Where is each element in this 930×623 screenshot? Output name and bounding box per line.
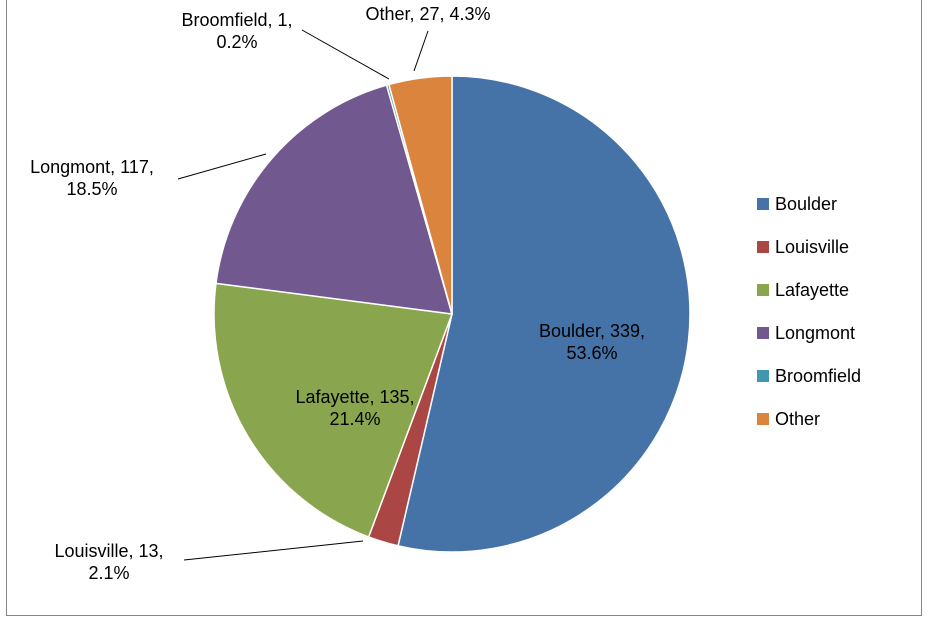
data-label-longmont: Longmont, 117, 18.5% bbox=[30, 157, 154, 199]
data-label-lafayette: Lafayette, 135, 21.4% bbox=[295, 387, 414, 429]
leader-line-longmont bbox=[177, 153, 267, 180]
legend-label-other: Other bbox=[775, 409, 820, 429]
legend-label-longmont: Longmont bbox=[775, 323, 855, 343]
pie-slice-other bbox=[387, 75, 453, 315]
leader-line-louisville bbox=[183, 540, 364, 561]
legend-label-boulder: Boulder bbox=[775, 194, 837, 214]
legend-label-lafayette: Lafayette bbox=[775, 280, 849, 300]
legend-label-broomfield: Broomfield bbox=[775, 366, 861, 386]
legend-swatch-other bbox=[757, 413, 769, 425]
legend-swatch-lafayette bbox=[757, 284, 769, 296]
chart-area: Boulder, 339, 53.6% Louisville, 13, 2.1% Laf… bbox=[6, 0, 922, 616]
pie-slice-longmont bbox=[215, 84, 454, 315]
pie-slices bbox=[213, 75, 691, 553]
leader-line-broomfield bbox=[301, 29, 390, 80]
data-label-other: Other, 27, 4.3% bbox=[365, 4, 490, 24]
legend-swatch-longmont bbox=[757, 327, 769, 339]
leader-line-other bbox=[413, 30, 429, 72]
leader-lines bbox=[177, 29, 429, 561]
data-label-broomfield: Broomfield, 1, 0.2% bbox=[181, 10, 292, 52]
legend-swatch-louisville bbox=[757, 241, 769, 253]
pie-chart: Boulder, 339, 53.6% Louisville, 13, 2.1% Laf… bbox=[30, 4, 861, 583]
pie-slice-boulder bbox=[397, 75, 691, 553]
data-label-boulder: Boulder, 339, 53.6% bbox=[539, 321, 645, 363]
data-label-louisville: Louisville, 13, 2.1% bbox=[54, 541, 163, 583]
legend-swatch-broomfield bbox=[757, 370, 769, 382]
data-labels: Boulder, 339, 53.6% Louisville, 13, 2.1% Laf… bbox=[30, 4, 645, 583]
pie-slice-lafayette bbox=[213, 282, 454, 538]
legend: Boulder Louisville Lafayette Longmont Broomf… bbox=[757, 194, 861, 429]
legend-label-louisville: Louisville bbox=[775, 237, 849, 257]
legend-swatch-boulder bbox=[757, 198, 769, 210]
